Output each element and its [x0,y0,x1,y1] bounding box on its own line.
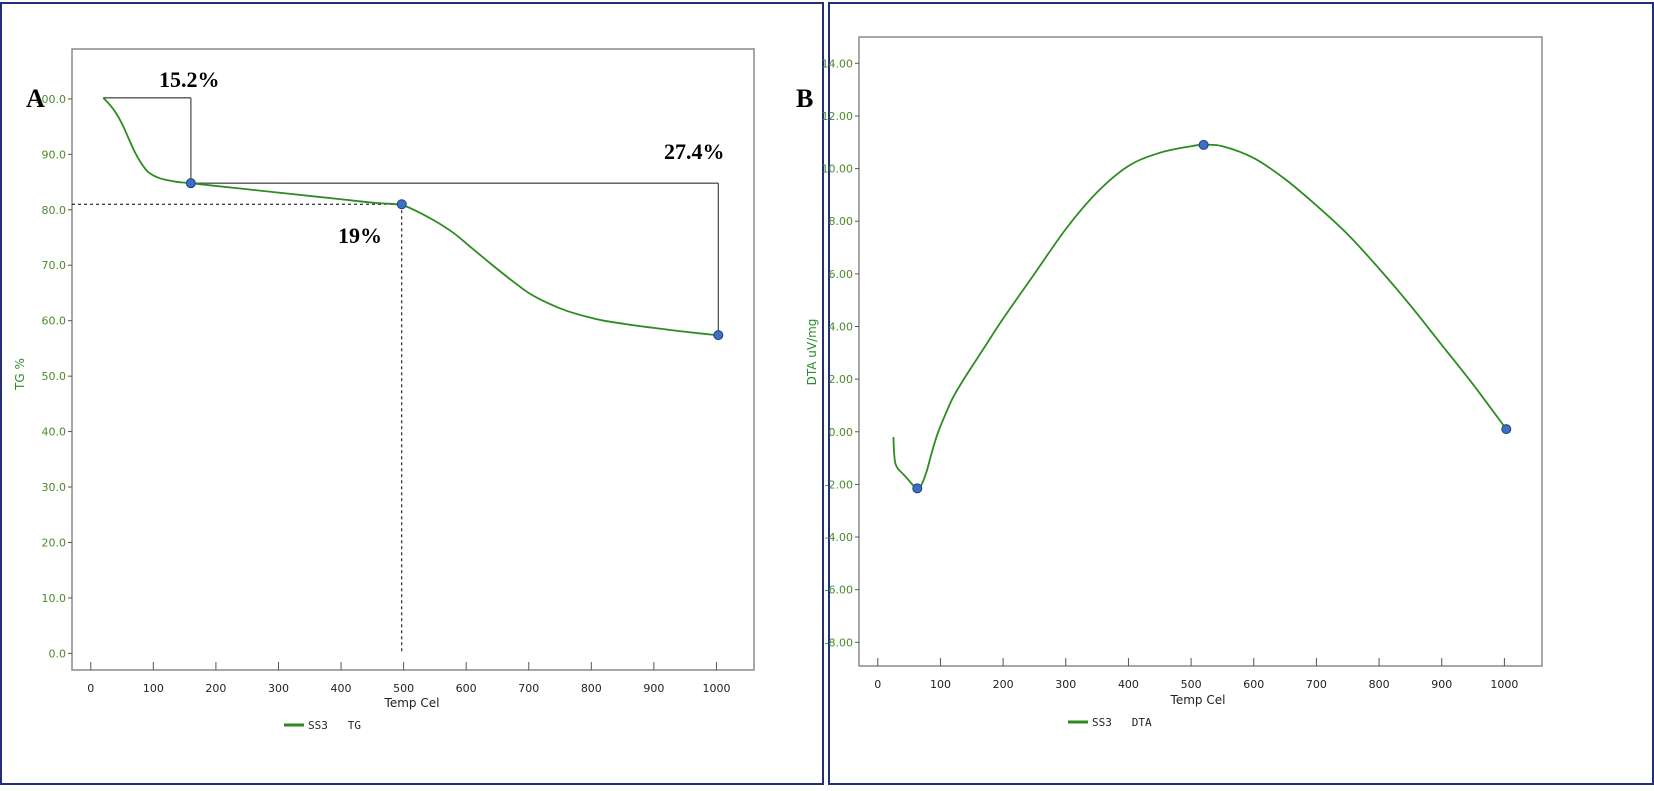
tg-chart-svg: 0.0 10.0 20.0 30.0 40.0 50.0 60.0 70.0 80.0 90.0 1… [13,48,755,732]
dta-x-axis-label: Temp Cel [1170,693,1226,707]
x-tick-label: 900 [1431,678,1452,691]
x-tick-label: 100 [143,682,164,695]
y-tick-label: 90.0 [42,148,67,161]
x-tick-label: 700 [518,682,539,695]
dta-legend-label: SS3 DTA [1092,716,1152,729]
y-tick-label: 0.00 [829,426,854,439]
y-tick-label: 80.0 [42,204,67,217]
x-tick-label: 1000 [702,682,730,695]
y-tick-label: -6.00 [825,584,853,597]
tg-legend-label: SS3 TG [308,719,361,732]
x-tick-label: 200 [993,678,1014,691]
x-tick-label: 0 [87,682,94,695]
x-tick-label: 700 [1306,678,1327,691]
tg-y-axis: 0.0 10.0 20.0 30.0 40.0 50.0 60.0 70.0 80.0 90.0 1… [35,93,72,660]
y-tick-label: 4.00 [829,320,854,333]
y-tick-label: -2.00 [825,478,853,491]
dta-x-axis: 0 100 200 300 400 500 600 700 800 900 1000 [874,658,1518,691]
tg-dashed-guides [72,203,403,654]
data-point-marker [185,178,196,189]
y-tick-label: 30.0 [42,481,67,494]
y-tick-label: -4.00 [825,531,853,544]
x-tick-label: 1000 [1490,678,1518,691]
y-tick-label: -8.00 [825,636,853,649]
y-tick-label: 40.0 [42,426,67,439]
dta-series-line [892,143,1508,490]
x-tick-label: 800 [581,682,602,695]
y-tick-label: 70.0 [42,259,67,272]
tg-x-axis-label: Temp Cel [384,696,440,710]
y-tick-label: 50.0 [42,370,67,383]
y-tick-label: 0.0 [49,647,67,660]
x-tick-label: 500 [393,682,414,695]
y-tick-label: 14.00 [822,57,854,70]
tg-y-axis-label: TG % [13,358,27,391]
annotation-19: 19% [338,223,382,248]
x-tick-label: 400 [331,682,352,695]
x-tick-label: 0 [874,678,881,691]
x-tick-label: 600 [1243,678,1264,691]
dta-y-axis: -8.00 -6.00 -4.00 -2.00 0.00 2.00 4.00 6.00 8.00… [822,57,859,649]
y-tick-label: 10.00 [822,163,854,176]
y-tick-label: 8.00 [829,215,854,228]
x-tick-label: 400 [1118,678,1139,691]
data-point-marker [1501,424,1512,435]
tg-plot-frame [71,48,755,671]
x-tick-label: 600 [456,682,477,695]
dta-chart-svg: -8.00 -6.00 -4.00 -2.00 0.00 2.00 4.00 6.00 8.00… [796,36,1543,729]
dta-markers [912,139,1512,494]
dta-y-axis-label: DTA uV/mg [805,319,819,386]
x-tick-label: 800 [1369,678,1390,691]
y-tick-label: 6.00 [829,268,854,281]
x-tick-label: 200 [205,682,226,695]
data-point-marker [912,483,923,494]
panel-letter-a: A [26,84,45,113]
y-tick-label: 2.00 [829,373,854,386]
tg-x-axis: 0 100 200 300 400 500 600 700 800 900 1000 [87,662,730,695]
data-point-marker [396,199,407,210]
y-tick-label: 20.0 [42,536,67,549]
data-point-marker [713,330,724,341]
x-tick-label: 300 [1055,678,1076,691]
tg-markers [185,178,724,341]
data-point-marker [1198,139,1209,150]
x-tick-label: 900 [643,682,664,695]
y-tick-label: 60.0 [42,315,67,328]
y-tick-label: 100.0 [35,93,67,106]
panel-a-tg-chart: 0.0 10.0 20.0 30.0 40.0 50.0 60.0 70.0 80.0 90.0 1… [0,2,824,785]
annotation-27-4: 27.4% [664,139,725,164]
annotation-15-2: 15.2% [159,67,220,92]
y-tick-label: 12.00 [822,110,854,123]
x-tick-label: 500 [1181,678,1202,691]
x-tick-label: 300 [268,682,289,695]
y-tick-label: 10.0 [42,592,67,605]
tg-step-brackets [103,97,719,336]
x-tick-label: 100 [930,678,951,691]
panel-letter-b: B [796,84,813,113]
tg-series-line [102,97,717,336]
panel-b-dta-chart: -8.00 -6.00 -4.00 -2.00 0.00 2.00 4.00 6.00 8.00… [796,2,1654,785]
dta-plot-frame [858,36,1543,667]
